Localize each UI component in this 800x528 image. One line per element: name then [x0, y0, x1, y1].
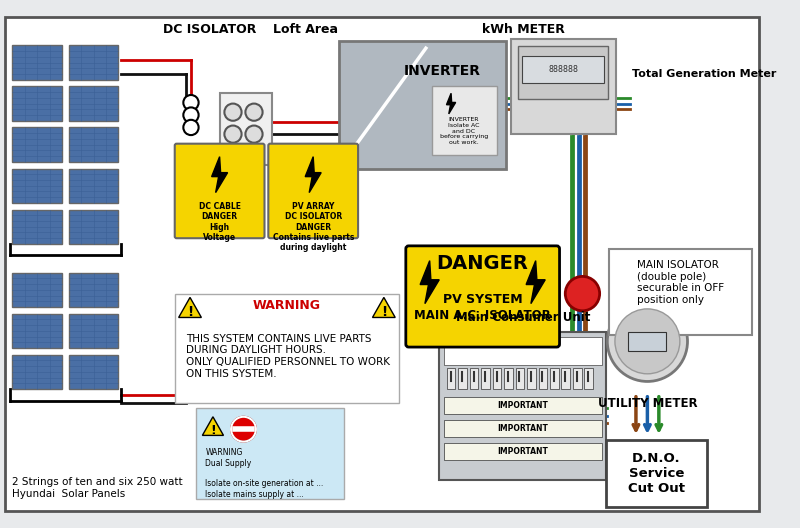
Text: D.N.O.
Service
Cut Out: D.N.O. Service Cut Out [628, 451, 685, 495]
Polygon shape [420, 261, 439, 304]
Polygon shape [202, 417, 223, 436]
Text: WARNING
Dual Supply

Isolate on-site generation at ...
Isolate mains supply at .: WARNING Dual Supply Isolate on-site gene… [206, 448, 323, 499]
Bar [339, 41, 506, 169]
Bar [550, 368, 558, 389]
Bar [516, 368, 524, 389]
Circle shape [224, 126, 242, 143]
Bar [69, 168, 118, 203]
Polygon shape [306, 157, 321, 193]
Text: INVERTER
Isolate AC
and DC
before carrying
out work.: INVERTER Isolate AC and DC before carryi… [440, 117, 488, 145]
Bar [13, 355, 62, 389]
Text: IMPORTANT: IMPORTANT [498, 447, 548, 456]
Bar [69, 355, 118, 389]
Bar [444, 420, 602, 437]
FancyBboxPatch shape [268, 144, 358, 238]
Circle shape [231, 417, 256, 441]
Circle shape [607, 301, 687, 381]
Circle shape [183, 107, 198, 122]
Bar [174, 294, 399, 403]
Circle shape [566, 277, 600, 311]
Circle shape [615, 309, 680, 374]
Text: INVERTER: INVERTER [404, 64, 481, 78]
Bar [482, 368, 490, 389]
Text: DC CABLE
DANGER
High
Voltage: DC CABLE DANGER High Voltage [198, 202, 241, 242]
Text: MAIN A.C. ISOLATOR: MAIN A.C. ISOLATOR [414, 309, 551, 322]
Bar [511, 39, 616, 134]
Circle shape [246, 126, 262, 143]
Text: UTILITY METER: UTILITY METER [598, 397, 698, 410]
Text: Main Consumer Unit: Main Consumer Unit [455, 311, 590, 324]
Bar [69, 45, 118, 80]
Bar [69, 87, 118, 121]
Text: !: ! [381, 305, 387, 319]
Bar [562, 368, 570, 389]
Text: DC ISOLATOR: DC ISOLATOR [163, 23, 257, 35]
Bar [584, 368, 593, 389]
Circle shape [224, 103, 242, 121]
Text: MAIN ISOLATOR
(double pole)
securable in OFF
position only: MAIN ISOLATOR (double pole) securable in… [638, 260, 724, 305]
Bar [13, 87, 62, 121]
Text: DANGER: DANGER [437, 253, 529, 272]
Bar [573, 368, 582, 389]
Text: 2 Strings of ten and six 250 watt
Hyundai  Solar Panels: 2 Strings of ten and six 250 watt Hyunda… [13, 477, 183, 499]
Text: IMPORTANT: IMPORTANT [498, 401, 548, 410]
Polygon shape [446, 93, 456, 114]
Circle shape [183, 95, 198, 110]
FancyBboxPatch shape [174, 144, 265, 238]
Text: IMPORTANT: IMPORTANT [498, 424, 548, 433]
Polygon shape [178, 297, 202, 317]
Bar [13, 314, 62, 348]
Bar [13, 168, 62, 203]
Bar [439, 332, 606, 480]
Bar [69, 210, 118, 244]
Bar [447, 368, 455, 389]
Text: Total Generation Meter: Total Generation Meter [632, 69, 777, 79]
Bar [538, 368, 547, 389]
Bar [69, 127, 118, 162]
Bar [470, 368, 478, 389]
Bar [527, 368, 536, 389]
Bar [504, 368, 513, 389]
Text: !: ! [187, 305, 193, 319]
Polygon shape [212, 157, 227, 193]
Bar [518, 46, 608, 99]
Circle shape [183, 120, 198, 135]
Text: 888888: 888888 [548, 65, 578, 74]
Bar [493, 368, 502, 389]
Text: THIS SYSTEM CONTAINS LIVE PARTS
DURING DAYLIGHT HOURS.
ONLY QUALIFIED PERSONNEL : THIS SYSTEM CONTAINS LIVE PARTS DURING D… [186, 334, 390, 379]
Polygon shape [373, 297, 395, 317]
Bar [69, 314, 118, 348]
Text: WARNING: WARNING [253, 298, 321, 312]
Bar [444, 336, 602, 365]
Bar [458, 368, 467, 389]
Text: PV ARRAY
DC ISOLATOR
DANGER
Contains live parts
during daylight: PV ARRAY DC ISOLATOR DANGER Contains liv… [273, 202, 354, 252]
Bar [69, 272, 118, 307]
Bar [628, 332, 666, 351]
Bar [609, 249, 753, 335]
Bar [431, 87, 497, 155]
Bar [606, 440, 706, 506]
Bar [522, 56, 605, 82]
FancyBboxPatch shape [406, 246, 559, 347]
Text: Loft Area: Loft Area [273, 23, 338, 35]
Bar [13, 272, 62, 307]
Text: !: ! [210, 424, 216, 437]
Bar [13, 45, 62, 80]
Bar [220, 93, 272, 165]
Bar [444, 442, 602, 460]
Bar [196, 408, 344, 499]
Circle shape [246, 103, 262, 121]
Bar [13, 210, 62, 244]
Text: kWh METER: kWh METER [482, 23, 565, 35]
Bar [13, 127, 62, 162]
Bar [444, 397, 602, 414]
Text: PV SYSTEM: PV SYSTEM [443, 293, 522, 306]
Polygon shape [526, 261, 546, 304]
